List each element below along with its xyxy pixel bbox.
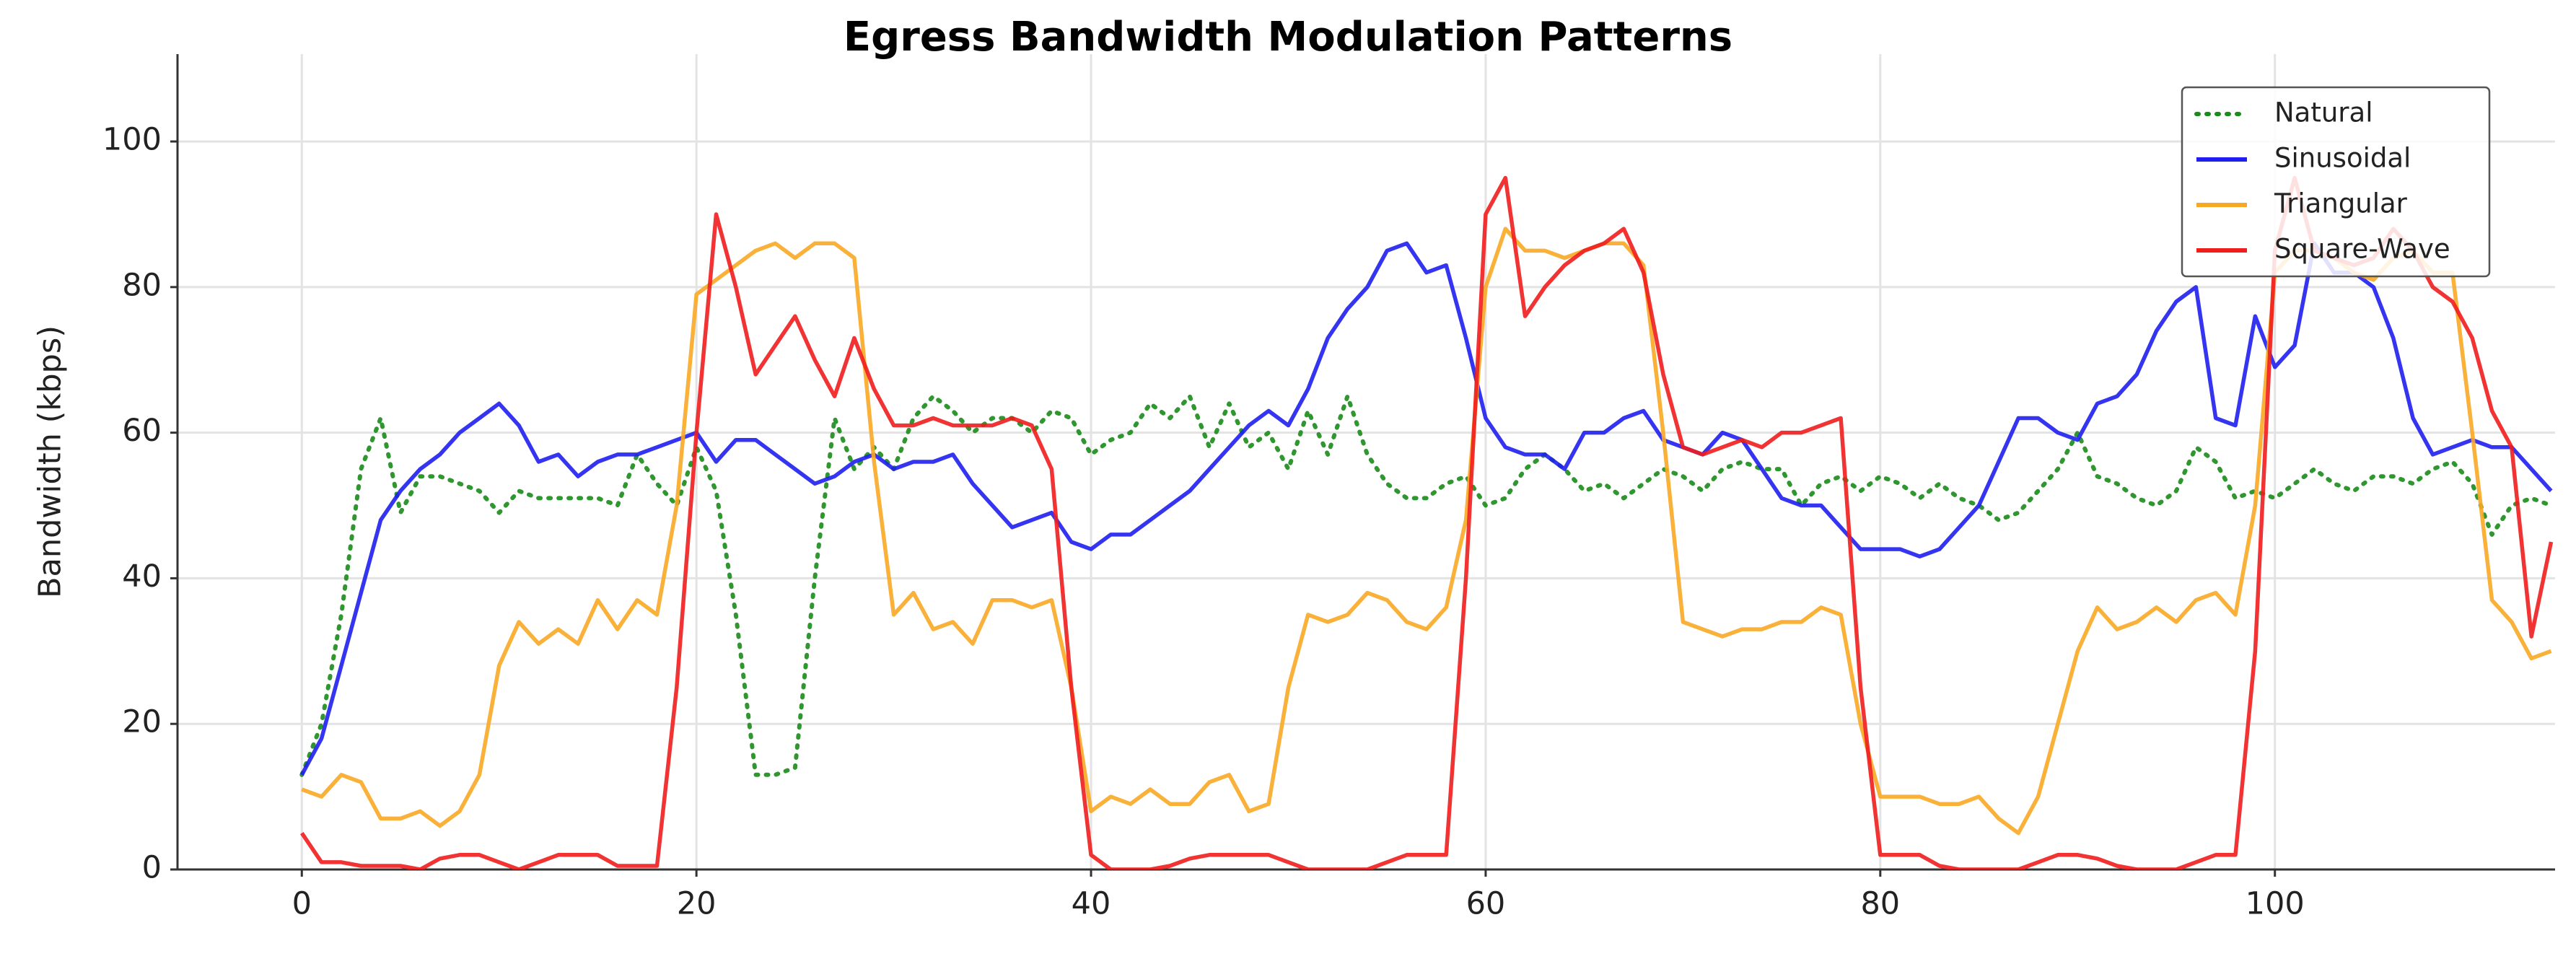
y-tick-label: 0 bbox=[142, 850, 162, 886]
y-tick-label: 100 bbox=[102, 122, 162, 158]
legend-box bbox=[2181, 86, 2491, 278]
x-tick-label: 100 bbox=[2246, 886, 2305, 922]
legend-label: Sinusoidal bbox=[2274, 143, 2411, 174]
x-tick-label: 60 bbox=[1466, 886, 1506, 922]
legend-label: Square-Wave bbox=[2274, 234, 2450, 265]
series-line bbox=[301, 227, 2552, 836]
legend: Natural Sinusoidal Triangular Square-Wave bbox=[2181, 86, 2491, 278]
y-tick-label: 60 bbox=[122, 413, 162, 449]
x-tick-label: 80 bbox=[1860, 886, 1900, 922]
series-line bbox=[299, 241, 2553, 776]
x-tick-label: 40 bbox=[1072, 886, 1111, 922]
legend-label: Natural bbox=[2274, 97, 2373, 128]
y-tick-label: 20 bbox=[122, 704, 162, 740]
x-tick-label: 0 bbox=[292, 886, 312, 922]
y-tick-label: 40 bbox=[122, 558, 162, 595]
x-tick-label: 20 bbox=[677, 886, 717, 922]
series-line bbox=[299, 394, 2554, 777]
y-axis-label: Bandwidth (kbps) bbox=[32, 325, 69, 598]
legend-label: Triangular bbox=[2274, 188, 2408, 219]
series-line bbox=[300, 175, 2554, 869]
chart-title: Egress Bandwidth Modulation Patterns bbox=[844, 14, 1732, 61]
y-tick-label: 80 bbox=[122, 267, 162, 303]
